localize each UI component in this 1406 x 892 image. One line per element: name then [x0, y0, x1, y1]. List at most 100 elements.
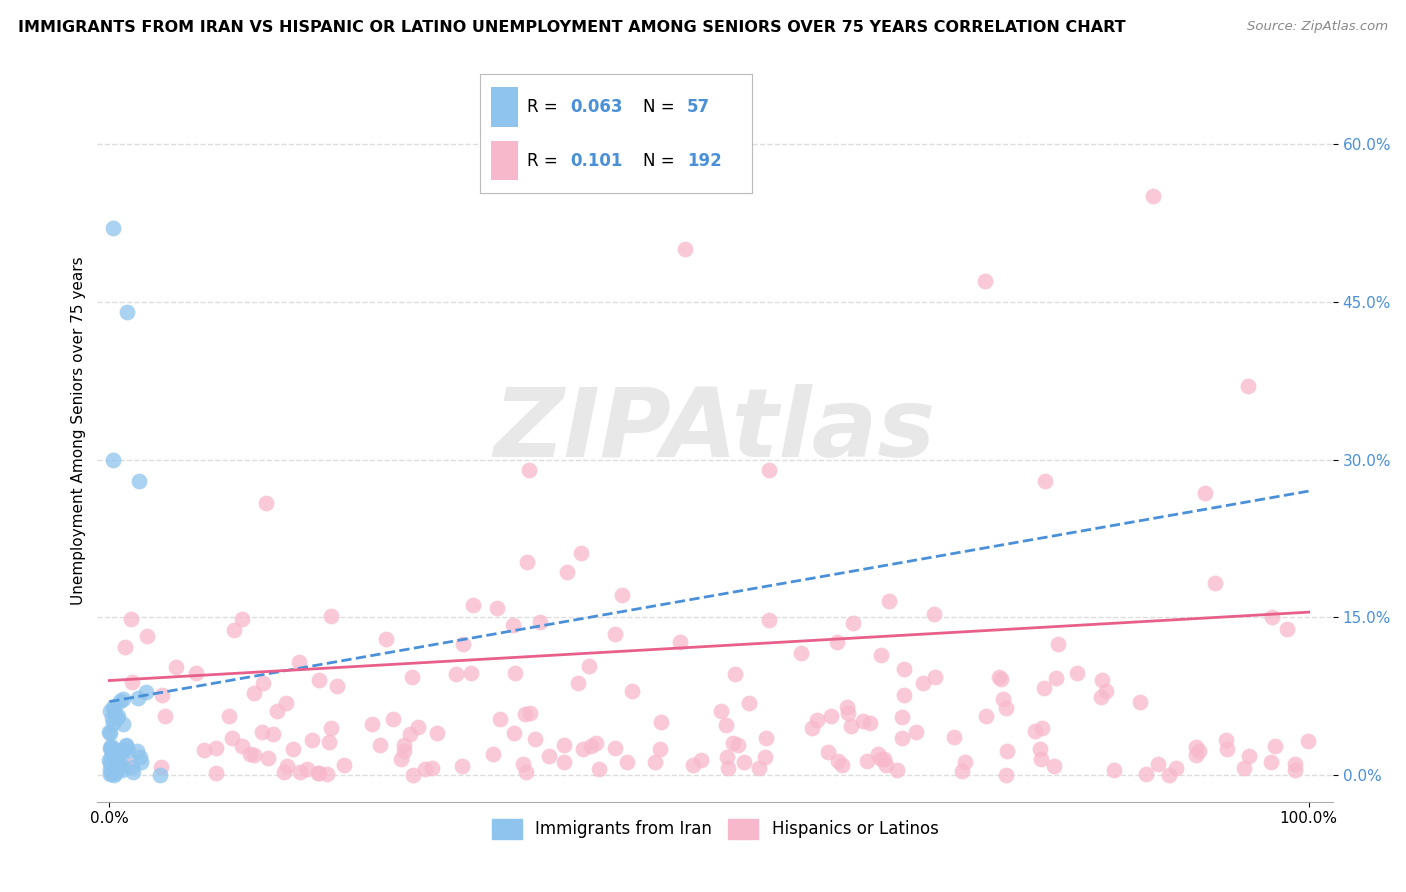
Point — [605, 741, 627, 756]
Point — [585, 736, 607, 750]
Text: IMMIGRANTS FROM IRAN VS HISPANIC OR LATINO UNEMPLOYMENT AMONG SENIORS OVER 75 YE: IMMIGRANTS FROM IRAN VS HISPANIC OR LATI… — [18, 20, 1126, 35]
Point — [98, 705, 121, 719]
Point — [100, 741, 122, 756]
Point — [101, 700, 124, 714]
Point — [733, 756, 755, 770]
Point — [114, 640, 136, 655]
Point — [806, 713, 828, 727]
Point — [326, 679, 349, 693]
Point — [402, 768, 425, 782]
Point — [555, 565, 578, 579]
Point — [538, 749, 561, 764]
Point — [1033, 474, 1056, 488]
Point — [398, 727, 420, 741]
Point — [523, 732, 546, 747]
Point — [482, 747, 505, 761]
Point — [252, 675, 274, 690]
Point — [243, 686, 266, 700]
Point — [610, 588, 633, 602]
Point — [738, 696, 761, 710]
Point — [569, 546, 592, 560]
Point — [101, 452, 124, 467]
Point — [333, 758, 356, 772]
Point — [1185, 747, 1208, 762]
Point — [111, 763, 134, 777]
Point — [1090, 690, 1112, 704]
Point — [991, 692, 1014, 706]
Point — [571, 742, 593, 756]
Point — [1284, 757, 1306, 772]
Point — [721, 736, 744, 750]
Point — [104, 743, 127, 757]
Point — [519, 706, 541, 721]
Point — [222, 624, 245, 638]
Point — [121, 674, 143, 689]
Point — [1261, 610, 1284, 624]
Point — [120, 612, 142, 626]
Point — [990, 672, 1012, 686]
Point — [152, 688, 174, 702]
Point — [1094, 684, 1116, 698]
Point — [502, 618, 524, 632]
Point — [149, 768, 172, 782]
Point — [911, 676, 934, 690]
Point — [415, 762, 437, 776]
Point — [128, 474, 150, 488]
Point — [714, 718, 737, 732]
Point — [127, 691, 149, 706]
Point — [446, 667, 468, 681]
Point — [1275, 622, 1298, 636]
Point — [1045, 671, 1067, 685]
Point — [98, 741, 121, 756]
Point — [361, 717, 384, 731]
Point — [503, 666, 526, 681]
Point — [758, 463, 780, 477]
Point — [588, 762, 610, 776]
Point — [1233, 761, 1256, 775]
Point — [553, 738, 575, 752]
Point — [104, 707, 127, 722]
Point — [319, 609, 342, 624]
Point — [308, 766, 330, 780]
Point — [420, 761, 443, 775]
Point — [616, 755, 638, 769]
Point — [114, 739, 136, 753]
Point — [382, 712, 405, 726]
Point — [98, 725, 121, 739]
Point — [875, 757, 897, 772]
Point — [301, 732, 323, 747]
Point — [995, 700, 1018, 714]
Point — [98, 753, 121, 767]
Point — [101, 755, 124, 769]
Point — [221, 731, 243, 745]
Point — [128, 750, 150, 764]
Point — [581, 739, 603, 754]
Point — [276, 759, 298, 773]
Point — [1215, 733, 1237, 747]
Point — [193, 743, 215, 757]
Point — [112, 692, 135, 706]
Point — [115, 738, 138, 752]
Point — [669, 635, 692, 649]
Point — [1147, 757, 1170, 772]
Point — [502, 726, 524, 740]
Point — [368, 738, 391, 752]
Point — [886, 763, 908, 777]
Point — [425, 726, 447, 740]
Point — [515, 707, 537, 722]
Point — [243, 747, 266, 762]
Point — [1029, 742, 1052, 756]
Point — [101, 716, 124, 731]
Point — [288, 655, 311, 669]
Point — [1043, 758, 1066, 772]
Point — [856, 754, 879, 768]
Point — [515, 765, 537, 780]
Point — [103, 702, 125, 716]
Point — [1187, 744, 1209, 758]
Point — [1296, 734, 1319, 748]
Point — [318, 735, 340, 749]
Point — [710, 704, 733, 718]
Point — [117, 757, 139, 772]
Point — [943, 731, 966, 745]
Text: ZIPAtlas: ZIPAtlas — [494, 384, 936, 477]
